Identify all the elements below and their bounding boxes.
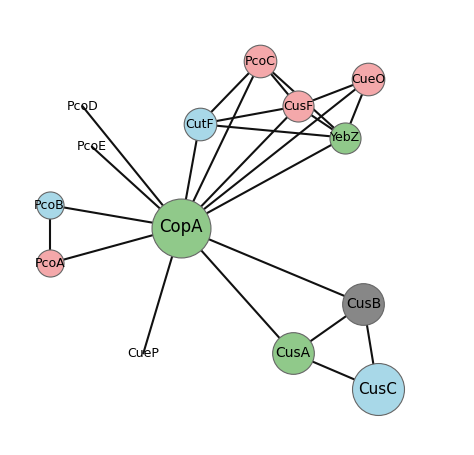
Text: CusB: CusB — [346, 297, 381, 311]
Point — [196, 121, 203, 128]
Point — [374, 386, 381, 393]
Text: CueP: CueP — [128, 347, 159, 360]
Text: CusF: CusF — [283, 100, 313, 113]
Point — [341, 134, 348, 141]
Text: CusA: CusA — [276, 346, 311, 360]
Point — [46, 202, 54, 209]
Text: CueO: CueO — [351, 73, 385, 86]
Point — [294, 102, 301, 110]
Text: PcoE: PcoE — [77, 140, 107, 153]
Text: PcoD: PcoD — [66, 100, 98, 113]
Point — [46, 260, 54, 267]
Text: PcoC: PcoC — [245, 55, 276, 68]
Text: PcoB: PcoB — [34, 198, 65, 212]
Point — [256, 58, 264, 65]
Text: CutF: CutF — [185, 118, 214, 131]
Point — [365, 76, 372, 83]
Point — [177, 224, 184, 231]
Text: CusC: CusC — [358, 382, 397, 397]
Text: PcoA: PcoA — [34, 257, 65, 270]
Point — [290, 350, 297, 357]
Text: CopA: CopA — [159, 218, 202, 237]
Text: YebZ: YebZ — [330, 131, 360, 144]
Point — [360, 300, 367, 308]
